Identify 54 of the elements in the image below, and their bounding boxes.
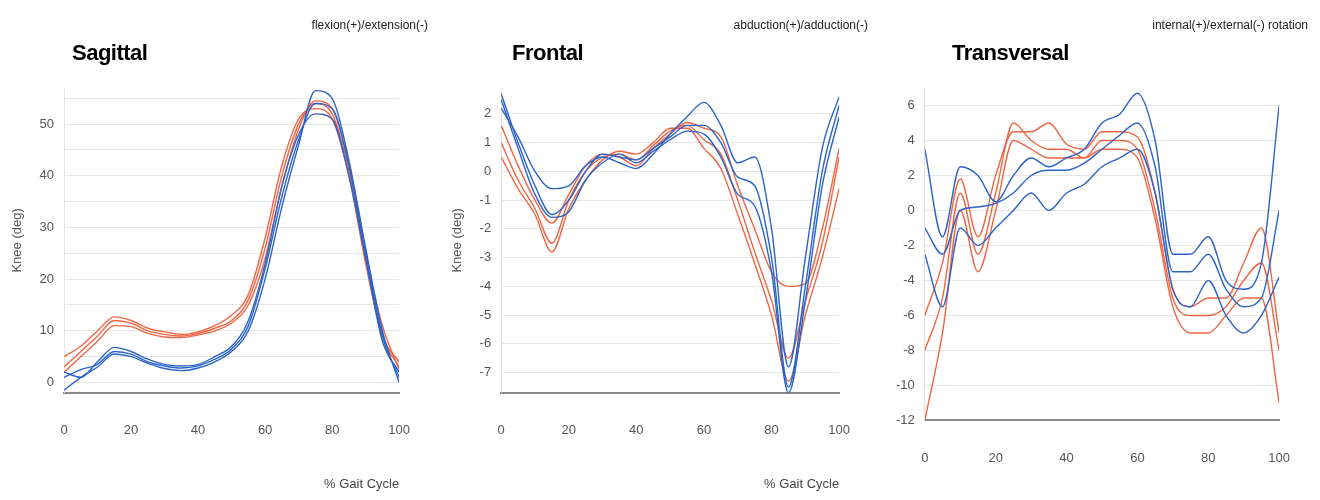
y-tick-label: -3	[479, 249, 492, 265]
x-tick-label: 60	[1130, 449, 1145, 465]
x-tick-label: 0	[921, 449, 929, 465]
x-tick-label: 60	[696, 422, 712, 438]
x-tick-label: 100	[388, 422, 411, 438]
y-tick-label: 2	[907, 167, 915, 183]
y-tick-label: 2	[483, 105, 492, 121]
x-tick-label: 20	[561, 422, 576, 438]
y-tick-label: -1	[479, 191, 492, 207]
y-tick-label: 1	[483, 134, 492, 150]
y-tick-label: -4	[479, 277, 492, 293]
y-axis-title: Knee (deg)	[9, 208, 25, 273]
x-tick-label: 60	[257, 422, 273, 438]
x-tick-label: 20	[123, 422, 139, 438]
chart-subtitle: abduction(+)/adduction(-)	[733, 18, 868, 32]
x-axis-title: % Gait Cycle	[764, 475, 840, 491]
y-tick-label: 4	[907, 132, 915, 148]
y-tick-label: 50	[39, 115, 55, 131]
y-tick-label: -2	[903, 237, 915, 253]
y-tick-label: 30	[39, 219, 55, 235]
y-tick-label: -4	[903, 272, 915, 288]
y-tick-label: -10	[895, 376, 915, 392]
x-tick-label: 0	[497, 422, 505, 438]
x-tick-label: 40	[190, 422, 206, 438]
y-tick-label: -12	[895, 411, 915, 427]
y-tick-label: 6	[907, 97, 915, 113]
x-tick-label: 40	[1059, 449, 1074, 465]
x-tick-label: 20	[988, 449, 1003, 465]
y-tick-label: -7	[479, 364, 492, 380]
chart-subtitle: flexion(+)/extension(-)	[311, 18, 428, 32]
y-tick-label: 10	[39, 322, 55, 338]
x-tick-label: 40	[629, 422, 644, 438]
y-tick-label: 40	[39, 167, 55, 183]
chart-title: Transversal	[952, 40, 1069, 66]
y-tick-label: -6	[479, 335, 492, 351]
x-tick-label: 80	[324, 422, 340, 438]
y-axis-title: Knee (deg)	[449, 208, 465, 273]
x-tick-label: 0	[60, 422, 68, 438]
chart-title: Sagittal	[72, 40, 148, 66]
x-tick-label: 100	[828, 422, 851, 438]
y-tick-label: -8	[903, 342, 915, 357]
y-tick-label: -6	[903, 307, 915, 323]
x-tick-label: 80	[764, 422, 779, 438]
chart-subtitle: internal(+)/external(-) rotation	[1152, 18, 1308, 32]
y-tick-label: -2	[479, 220, 492, 236]
chart-title: Frontal	[512, 40, 584, 66]
y-tick-label: 0	[483, 162, 492, 178]
x-axis-title: % Gait Cycle	[324, 475, 400, 491]
x-tick-label: 80	[1201, 449, 1216, 465]
y-tick-label: -5	[479, 306, 492, 322]
y-tick-label: 0	[907, 202, 915, 218]
y-tick-label: 20	[39, 270, 55, 286]
y-tick-label: 0	[46, 374, 55, 390]
x-tick-label: 100	[1268, 449, 1291, 465]
